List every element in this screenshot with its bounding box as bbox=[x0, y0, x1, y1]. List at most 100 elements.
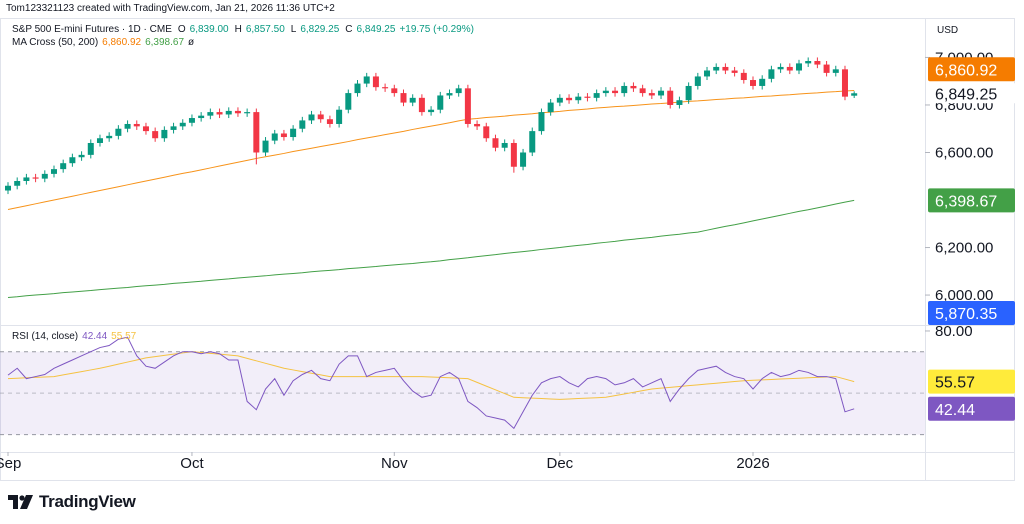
line bbox=[7, 336, 855, 430]
ohlc-value: 6,829.25 bbox=[300, 24, 340, 35]
candle-body bbox=[437, 95, 444, 110]
price-label: 55.57 bbox=[935, 375, 975, 392]
ohlc-value: 6,857.50 bbox=[245, 24, 285, 35]
candle-body bbox=[455, 88, 462, 94]
candle-body bbox=[648, 93, 655, 96]
price-label: 42.44 bbox=[935, 402, 975, 419]
candle-body bbox=[759, 78, 766, 86]
candle-body bbox=[777, 66, 784, 70]
candle-body bbox=[96, 138, 103, 143]
rsi-legend: RSI (14, close) 42.44 55.57 bbox=[12, 331, 136, 342]
candle-body bbox=[262, 140, 269, 153]
candle-body bbox=[510, 142, 517, 167]
symbol-legend: S&P 500 E-mini Futures · 1D · CME O 6,839… bbox=[12, 24, 474, 35]
x-tick-label: 2026 bbox=[736, 455, 769, 472]
candle-body bbox=[409, 97, 416, 103]
candle-body bbox=[290, 128, 297, 138]
candle-body bbox=[612, 90, 619, 94]
candle-body bbox=[133, 123, 140, 127]
candle-body bbox=[5, 185, 12, 191]
rsi-pane bbox=[0, 336, 925, 436]
price-label-box bbox=[928, 369, 1015, 394]
rsi-ma-value: 55.57 bbox=[111, 331, 137, 342]
ohlc-key: O bbox=[177, 24, 186, 35]
candle-body bbox=[538, 112, 545, 132]
candle-body bbox=[584, 96, 591, 98]
candle-body bbox=[704, 70, 711, 77]
candle-body bbox=[41, 173, 48, 179]
ma-fast: 6,860.92 bbox=[102, 37, 142, 48]
axes: 6,000.006,200.006,600.006,800.007,000.00… bbox=[0, 49, 1015, 472]
price-label-box bbox=[928, 396, 1015, 421]
candle-body bbox=[400, 93, 407, 103]
candle-body bbox=[308, 114, 315, 121]
candle-body bbox=[326, 119, 333, 124]
candle-body bbox=[354, 83, 361, 94]
candle-body bbox=[170, 126, 177, 130]
price-label-bg bbox=[928, 83, 1015, 104]
candle-body bbox=[575, 96, 582, 101]
candle-body bbox=[225, 110, 232, 115]
candle-body bbox=[106, 135, 113, 139]
candle-body bbox=[658, 90, 665, 96]
line bbox=[7, 351, 855, 400]
candle-body bbox=[520, 152, 527, 167]
candle-body bbox=[345, 93, 352, 110]
candle-body bbox=[372, 76, 379, 88]
candle-body bbox=[841, 69, 848, 97]
candle-body bbox=[464, 88, 471, 124]
candle-body bbox=[750, 80, 757, 86]
candle-body bbox=[566, 97, 573, 101]
candle-body bbox=[832, 69, 839, 73]
change: +19.75 (+0.29%) bbox=[399, 24, 474, 35]
candle-body bbox=[713, 66, 720, 71]
candle-body bbox=[483, 126, 490, 139]
candle-body bbox=[391, 88, 398, 94]
ma-slow: 6,398.67 bbox=[145, 37, 185, 48]
candle-body bbox=[216, 112, 223, 115]
x-tick-label: Dec bbox=[547, 455, 574, 472]
candle-body bbox=[87, 142, 94, 155]
rsi-title: RSI (14, close) bbox=[12, 331, 79, 342]
candle-body bbox=[474, 123, 481, 127]
candle-body bbox=[50, 169, 57, 174]
candle-body bbox=[676, 100, 683, 105]
candle-body bbox=[602, 90, 609, 94]
candle-body bbox=[271, 133, 278, 141]
price-pane bbox=[5, 57, 858, 298]
candle-body bbox=[336, 109, 343, 124]
attribution: Tom123321123 created with TradingView.co… bbox=[6, 3, 335, 14]
candle-body bbox=[161, 129, 168, 139]
candle-body bbox=[621, 85, 628, 94]
y-tick-label: 6,200.00 bbox=[935, 240, 993, 257]
candle-body bbox=[280, 133, 287, 138]
price-label: 6,849.25 bbox=[935, 86, 997, 103]
candle-body bbox=[115, 128, 122, 136]
candle-body bbox=[23, 177, 30, 182]
ma-legend: MA Cross (50, 200) 6,860.92 6,398.67 ø bbox=[12, 37, 194, 48]
candle-body bbox=[722, 66, 729, 71]
candle-body bbox=[851, 93, 858, 96]
candle-body bbox=[795, 63, 802, 71]
price-label: 5,870.35 bbox=[935, 306, 997, 323]
candle-body bbox=[814, 61, 821, 65]
branding: TradingView bbox=[8, 492, 136, 512]
candle-body bbox=[14, 181, 21, 186]
candle-body bbox=[823, 64, 830, 73]
candle-body bbox=[768, 69, 775, 79]
candle-body bbox=[382, 87, 389, 89]
candle-body bbox=[501, 142, 508, 148]
frame bbox=[0, 18, 1015, 481]
candle-body bbox=[740, 72, 747, 81]
candle-body bbox=[198, 115, 205, 119]
candle-body bbox=[142, 126, 149, 132]
candle-body bbox=[639, 88, 646, 94]
price-label-box bbox=[928, 57, 1015, 82]
price-label-box bbox=[928, 188, 1015, 213]
candle-body bbox=[731, 70, 738, 73]
ohlc-value: 6,839.00 bbox=[189, 24, 229, 35]
price-label-box bbox=[928, 301, 1015, 325]
candle-body bbox=[418, 97, 425, 113]
